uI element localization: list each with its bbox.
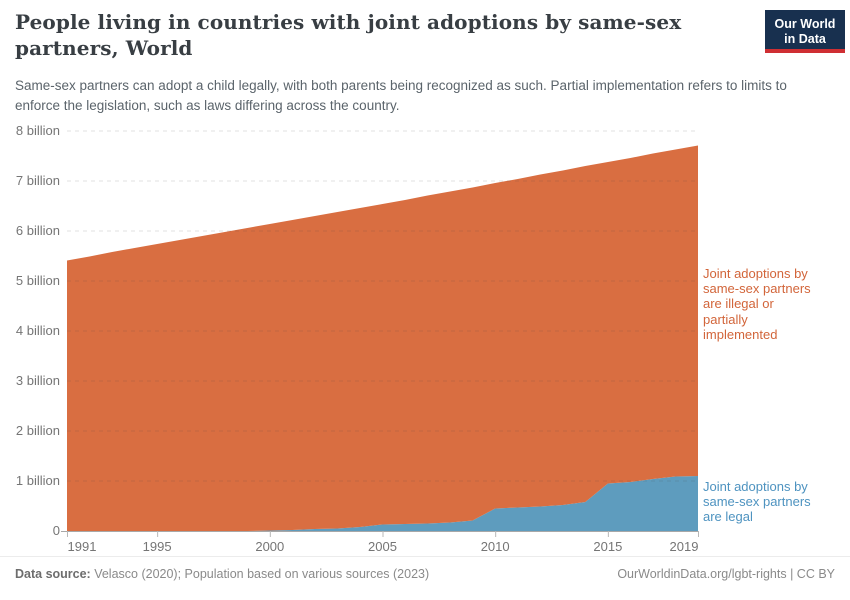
y-tick-label: 5 billion [15,273,60,288]
x-tick-label: 2019 [669,539,699,554]
owid-logo-line1: Our World [774,17,836,31]
x-tick-label: 2010 [480,539,510,554]
series-label-illegal: Joint adoptions by same-sex partners are… [703,266,811,342]
y-tick-label: 1 billion [15,473,60,488]
x-tick-label: 2000 [255,539,285,554]
owid-logo: Our World in Data [765,10,845,53]
y-tick-label: 6 billion [15,223,60,238]
y-tick-label: 4 billion [15,323,60,338]
data-source: Data source: Velasco (2020); Population … [15,567,429,581]
chart-subtitle: Same-sex partners can adopt a child lega… [15,78,787,114]
series-label-legal: Joint adoptions by same-sex partners are… [703,479,811,525]
owid-logo-line2: in Data [784,32,826,46]
footer: Data source: Velasco (2020); Population … [15,567,835,581]
area-legal [67,476,698,531]
x-tick-label: 2015 [593,539,623,554]
area-illegal [67,145,698,531]
y-tick-label: 3 billion [15,373,60,388]
data-source-label: Data source: [15,567,91,581]
y-tick-label: 2 billion [15,423,60,438]
x-tick-label: 1995 [142,539,172,554]
y-tick-label: 7 billion [15,173,60,188]
x-tick-label: 2005 [368,539,397,554]
x-tick-label: 1991 [67,539,97,554]
data-source-text: Velasco (2020); Population based on vari… [90,567,430,581]
footer-divider [0,556,850,557]
chart-title: People living in countries with joint ad… [15,10,682,60]
owid-url-link[interactable]: OurWorldinData.org/lgbt-rights | CC BY [617,567,835,581]
y-tick-label: 8 billion [15,123,60,138]
y-tick-label: 0 [52,523,60,538]
